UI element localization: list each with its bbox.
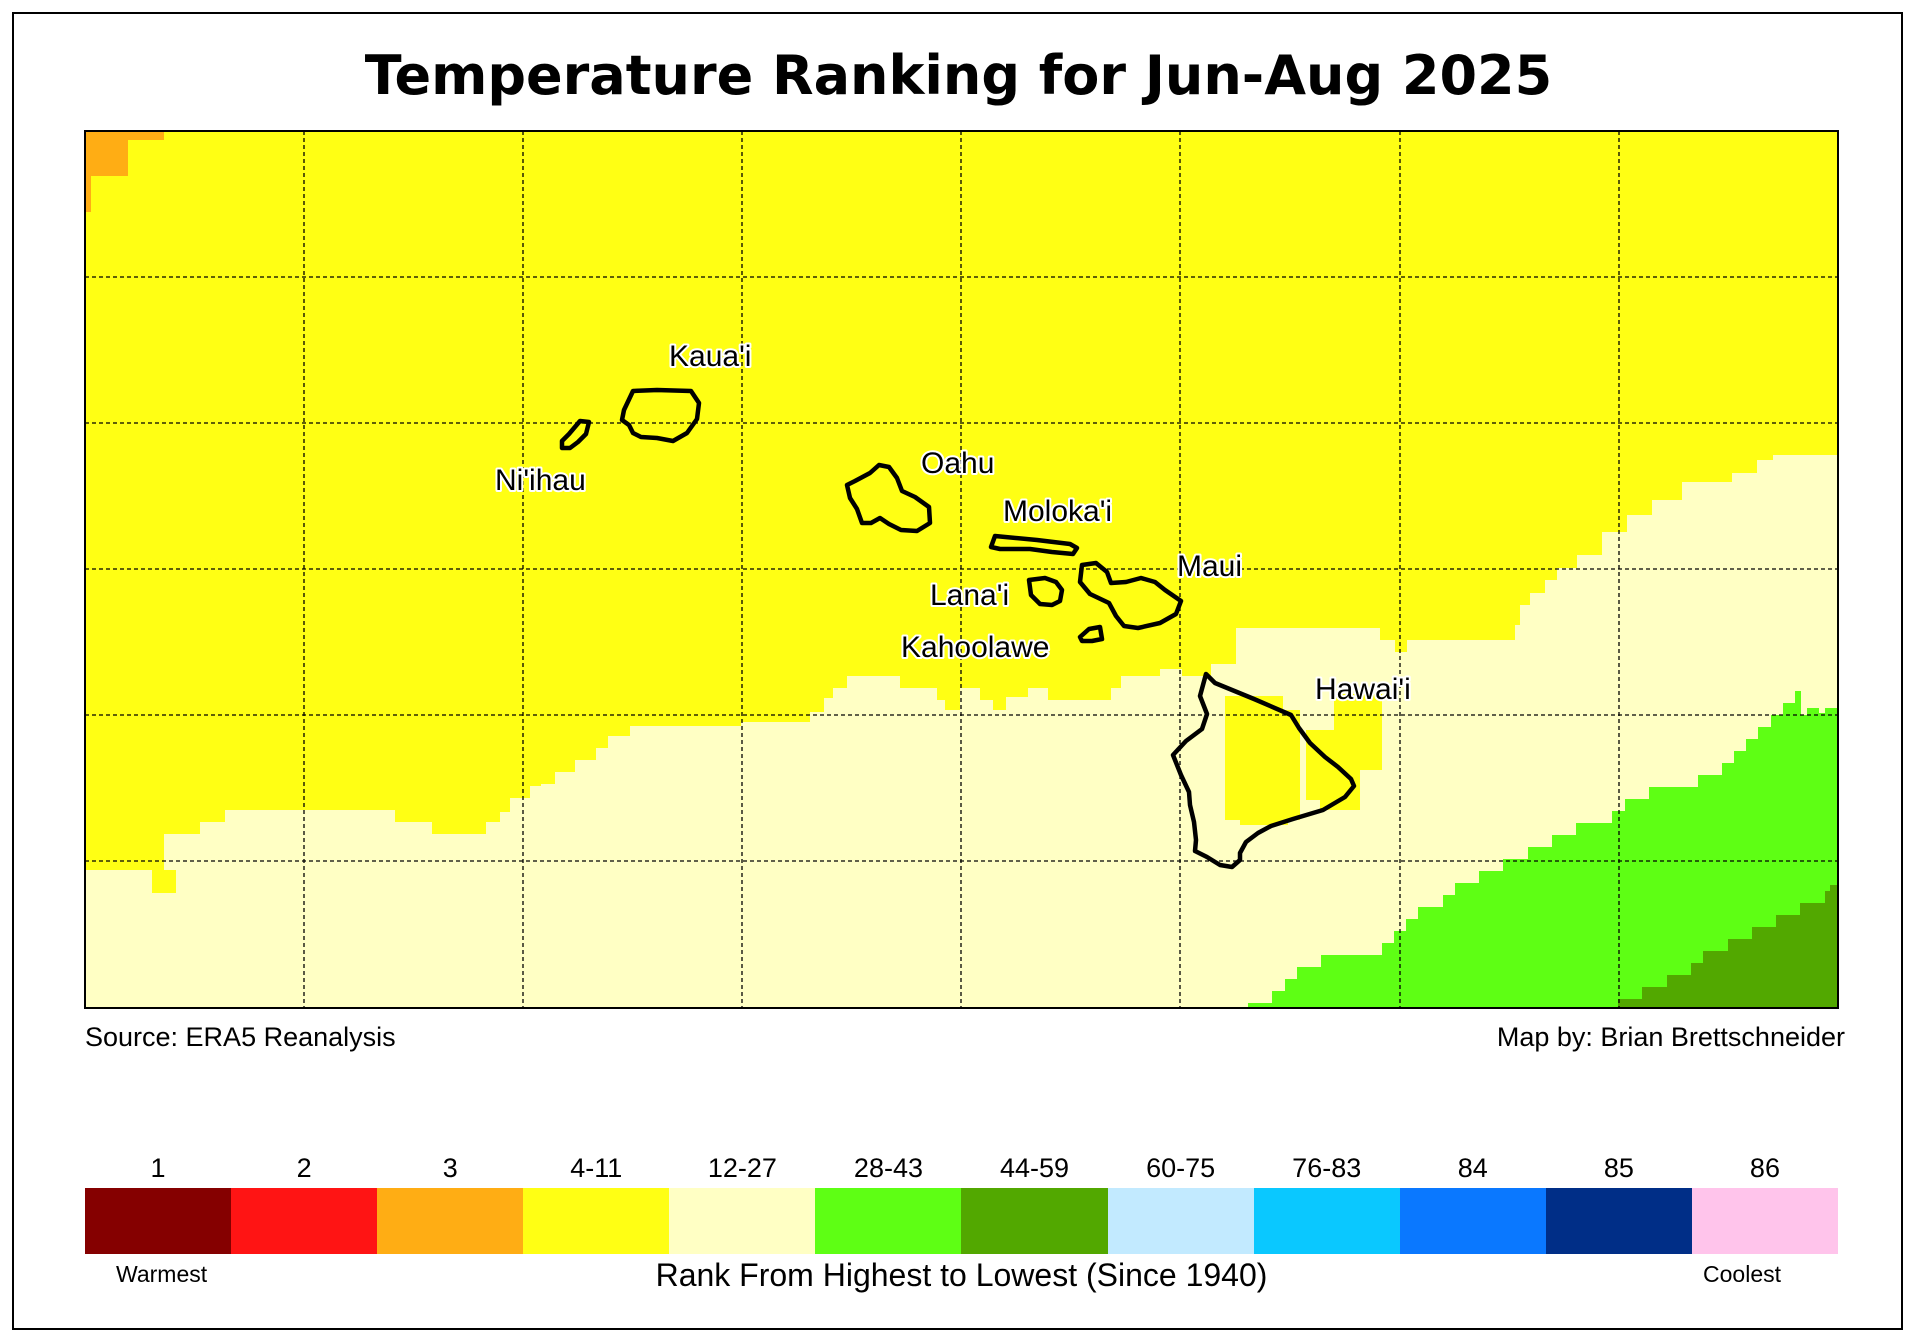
label-maui: Maui [1177,550,1242,583]
island-outline-hawaii [1170,671,1357,870]
island-outline-molokai [988,533,1080,557]
legend-swatch-3 [377,1188,524,1254]
legend-swatch-86 [1691,1188,1838,1254]
legend-class-label: 4-11 [570,1153,623,1183]
region-rank-3 [85,131,164,212]
region-rank-44-59 [1618,885,1838,1008]
legend-class-label: 44-59 [1000,1153,1070,1183]
graticule [85,131,1838,1008]
legend-class-label: 3 [442,1153,458,1183]
color-legend: 1 2 3 4-11 12-27 28-43 44-59 60-75 76-83 84 85 86 W… [85,1153,1838,1293]
label-hawaii: Hawai'i [1315,673,1411,706]
legend-swatch-76-83 [1253,1188,1400,1254]
legend-bar [85,1188,1838,1254]
legend-class-label: 2 [296,1153,312,1183]
island-outline-maui [1077,560,1184,631]
legend-title: Rank From Highest to Lowest (Since 1940) [655,1257,1268,1293]
legend-class-label: 60-75 [1146,1153,1216,1183]
legend-class-label: 12-27 [707,1153,777,1183]
legend-swatch-44-59 [961,1188,1108,1254]
legend-swatch-60-75 [1107,1188,1254,1254]
label-molokai: Moloka'i [1003,495,1112,528]
legend-swatch-4-11 [523,1188,670,1254]
author-credit: Map by: Brian Brettschneider [1496,1022,1845,1052]
legend-class-label: 28-43 [853,1153,923,1183]
legend-swatch-12-27 [669,1188,816,1254]
label-lanai: Lana'i [930,579,1009,612]
legend-labels: 1 2 3 4-11 12-27 28-43 44-59 60-75 76-83 84 85 86 [85,1153,1838,1187]
island-outlines [559,387,1357,870]
legend-swatch-85 [1545,1188,1692,1254]
legend-swatch-28-43 [815,1188,962,1254]
label-kauai: Kaua'i [669,340,751,373]
region-rank-4-11-hawaii-west [1225,696,1300,825]
region-rank-28-43 [1248,691,1838,1008]
island-labels: Kaua'i Ni'ihau Oahu Moloka'i Maui Lana'i… [493,338,1413,708]
legend-class-label: 85 [1603,1153,1634,1183]
legend-class-label: 76-83 [1292,1153,1362,1183]
legend-class-label: 86 [1749,1153,1780,1183]
island-outline-kahoolawe [1077,624,1105,644]
source-credit: Source: ERA5 Reanalysis [85,1022,396,1052]
island-outline-kauai [619,387,702,444]
island-outline-lanai [1026,575,1065,608]
label-kahoolawe: Kahoolawe [901,631,1049,664]
island-outline-oahu [844,462,933,534]
legend-warmest-label: Warmest [116,1261,208,1287]
region-rank-4-11-hawaii-east [1306,694,1382,810]
legend-coolest-label: Coolest [1703,1261,1781,1287]
legend-swatch-2 [231,1188,378,1254]
legend-class-label: 1 [150,1153,166,1183]
label-niihau: Ni'ihau [495,464,586,497]
map-border [84,130,1839,1009]
island-outline-niihau [559,418,592,451]
figure-frame [12,12,1903,1330]
legend-swatch-84 [1399,1188,1546,1254]
legend-class-label: 84 [1457,1153,1488,1183]
map-title: Temperature Ranking for Jun-Aug 2025 [364,44,1553,107]
label-oahu: Oahu [921,447,994,480]
legend-swatch-1 [85,1188,232,1254]
